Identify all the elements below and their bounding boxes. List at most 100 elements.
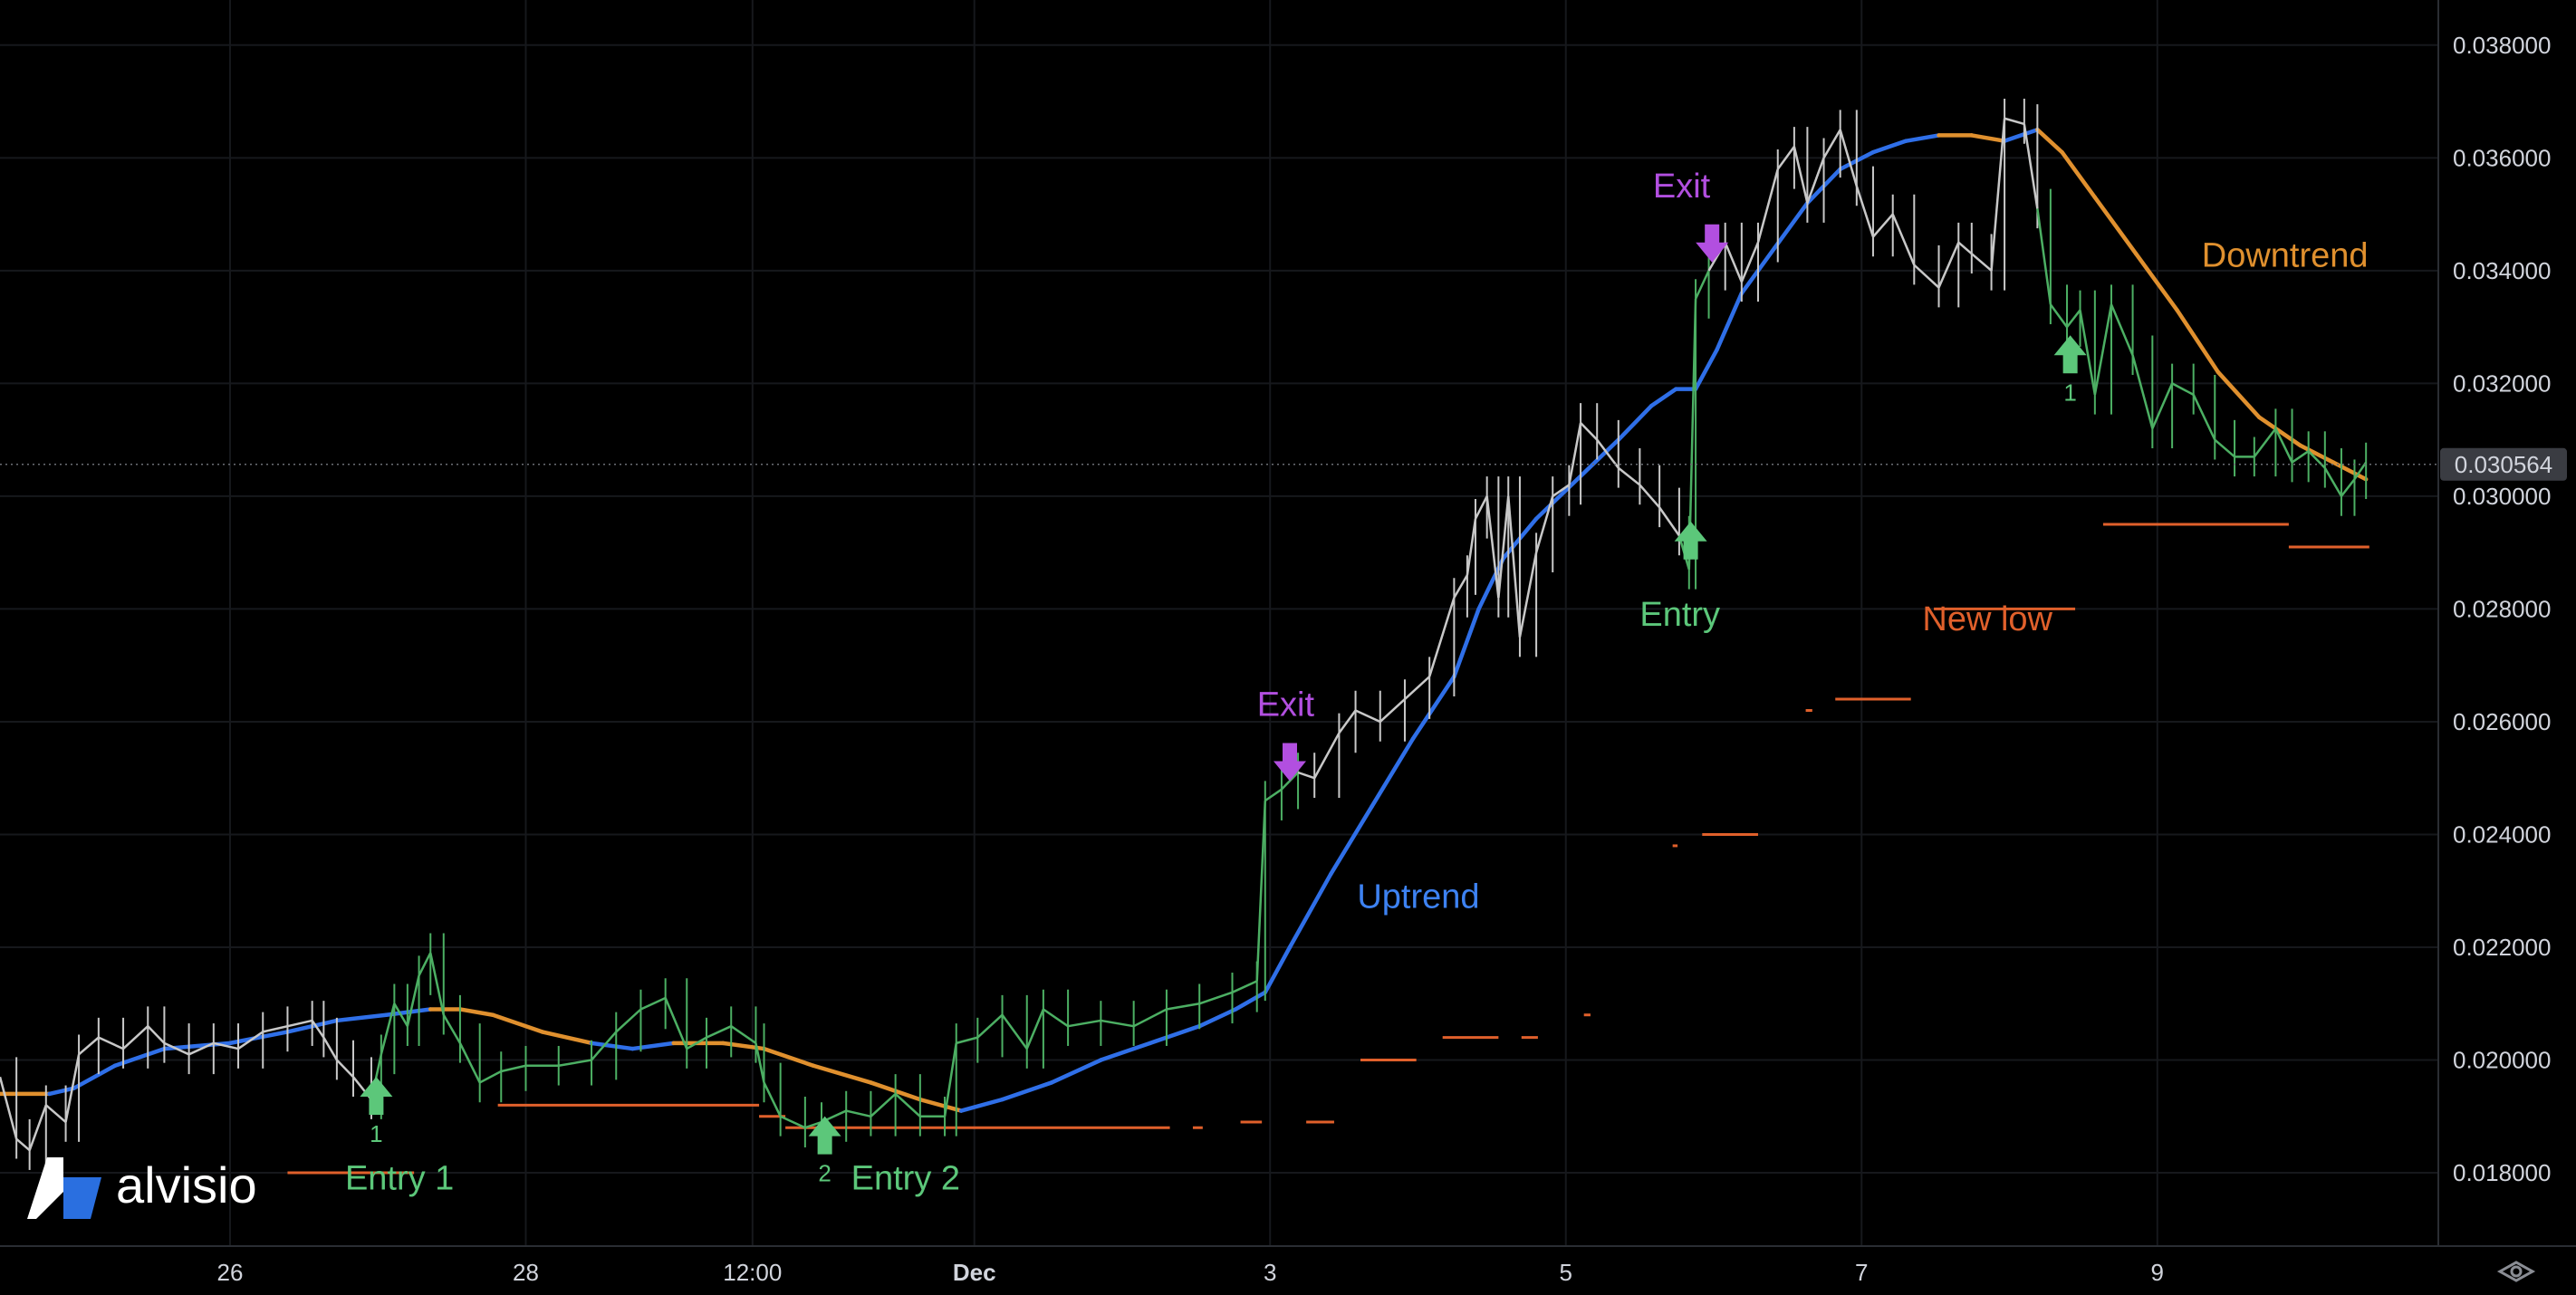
ma-segment-27 xyxy=(1197,1007,1238,1029)
price-segment-119 xyxy=(2253,427,2277,458)
entry-arrow-icon xyxy=(360,1077,393,1116)
ma-segment-39 xyxy=(1616,404,1654,442)
signal-label: Entry 2 xyxy=(851,1160,960,1198)
price-segment-17 xyxy=(322,1036,338,1061)
price-segment-78 xyxy=(1552,484,1571,497)
price-segment-71 xyxy=(1466,518,1477,576)
price-segment-12 xyxy=(213,1041,239,1050)
price-segment-100 xyxy=(1913,264,1940,289)
price-segment-11 xyxy=(188,1041,215,1056)
price-segment-24 xyxy=(418,952,432,976)
price-segment-65 xyxy=(1338,709,1357,734)
price-segment-112 xyxy=(2110,303,2134,356)
time-tick-label: 26 xyxy=(216,1259,243,1286)
price-tick-label: 0.038000 xyxy=(2453,32,2551,59)
ma-segment-31 xyxy=(1329,804,1374,877)
entry-arrow-icon xyxy=(2053,335,2087,374)
time-tick-label: Dec xyxy=(953,1259,996,1286)
price-segment-68 xyxy=(1404,676,1431,700)
entry-arrow-icon xyxy=(1674,521,1707,560)
ma-segment-6 xyxy=(227,1030,290,1046)
ma-segment-19 xyxy=(811,1063,873,1085)
price-segment-45 xyxy=(870,1092,897,1118)
price-segment-55 xyxy=(1101,1019,1134,1028)
price-segment-93 xyxy=(1793,146,1809,204)
price-segment-3 xyxy=(28,1104,47,1151)
brand-name: alvisio xyxy=(116,1156,257,1213)
signal-label: Entry xyxy=(1639,596,1720,634)
ma-segment-14 xyxy=(589,1041,635,1051)
ma-segment-48 xyxy=(1870,139,1908,155)
price-segment-27 xyxy=(458,1042,481,1083)
price-segment-61 xyxy=(1264,788,1283,802)
price-segment-31 xyxy=(558,1059,592,1067)
chart-settings-icon[interactable] xyxy=(2496,1261,2536,1282)
price-segment-99 xyxy=(1891,214,1916,266)
ma-segment-56 xyxy=(2133,251,2179,312)
price-segment-94 xyxy=(1806,157,1825,204)
price-segment-103 xyxy=(1970,253,1993,272)
price-segment-107 xyxy=(2036,208,2052,305)
price-segment-111 xyxy=(2093,303,2113,396)
price-segment-40 xyxy=(763,1081,782,1118)
ma-segment-25 xyxy=(1099,1041,1153,1062)
ma-segment-45 xyxy=(1772,200,1810,251)
price-segment-120 xyxy=(2274,427,2293,464)
price-segment-16 xyxy=(311,1020,325,1039)
price-segment-53 xyxy=(1043,1008,1069,1028)
price-segment-10 xyxy=(163,1041,190,1056)
price-segment-54 xyxy=(1067,1019,1101,1028)
price-segment-28 xyxy=(479,1070,502,1084)
price-segment-104 xyxy=(1990,118,2006,271)
time-tick-label: 3 xyxy=(1264,1259,1276,1286)
price-segment-33 xyxy=(615,1008,642,1033)
ma-segment-40 xyxy=(1648,387,1678,408)
signal-label: Exit xyxy=(1257,686,1315,724)
time-tick-label: 12:00 xyxy=(723,1259,782,1286)
time-axis[interactable]: 26 28 12:00 Dec 3 5 7 9 xyxy=(216,1259,2164,1286)
price-segment-102 xyxy=(1957,241,1973,255)
brand-logo: alvisio xyxy=(27,1156,257,1219)
settings-hexagon xyxy=(2496,1261,2536,1282)
price-segment-46 xyxy=(894,1092,921,1118)
ma-segment-37 xyxy=(1533,476,1580,522)
price-segment-80 xyxy=(1580,422,1599,441)
price-segment-58 xyxy=(1198,991,1233,1005)
price-segment-35 xyxy=(664,997,688,1050)
ma-segment-49 xyxy=(1903,133,1941,143)
signal-markers: 1 Entry 1 2 Entry 2 Exit Entry Exit 1 xyxy=(345,168,2087,1198)
price-segment-50 xyxy=(976,1013,1004,1039)
price-segment-44 xyxy=(845,1109,871,1118)
ma-segment-2 xyxy=(47,1086,76,1097)
price-segment-121 xyxy=(2291,450,2310,464)
price-segment-1 xyxy=(0,1076,18,1140)
price-axis[interactable]: 0.038000 0.036000 0.034000 0.032000 0.030000… xyxy=(2453,32,2551,1186)
price-tick-label: 0.022000 xyxy=(2453,934,2551,961)
price-segment-29 xyxy=(500,1064,526,1073)
time-tick-label: 28 xyxy=(513,1259,539,1286)
ma-segment-32 xyxy=(1370,736,1416,809)
price-segment-122 xyxy=(2307,450,2326,469)
price-segment-51 xyxy=(1001,1013,1028,1050)
price-segment-6 xyxy=(78,1036,100,1056)
price-tick-label: 0.036000 xyxy=(2453,144,2551,171)
entry-number: 1 xyxy=(370,1120,382,1147)
signal-label: Entry 1 xyxy=(345,1160,454,1198)
entry-number: 1 xyxy=(2063,379,2076,406)
logo-mark-white xyxy=(27,1157,63,1219)
price-segment-25 xyxy=(429,952,446,1015)
ma-segment-23 xyxy=(1000,1080,1054,1102)
price-tick-label: 0.028000 xyxy=(2453,595,2551,622)
price-segment-42 xyxy=(804,1120,822,1129)
price-segment-57 xyxy=(1166,1002,1200,1011)
price-segment-21 xyxy=(380,1002,396,1055)
price-segment-37 xyxy=(706,1025,732,1039)
ma-segment-54 xyxy=(2060,149,2098,200)
price-segment-92 xyxy=(1776,146,1795,170)
ma-segment-18 xyxy=(762,1046,816,1069)
last-price-value: 0.030564 xyxy=(2455,451,2552,478)
price-segment-69 xyxy=(1427,597,1456,677)
